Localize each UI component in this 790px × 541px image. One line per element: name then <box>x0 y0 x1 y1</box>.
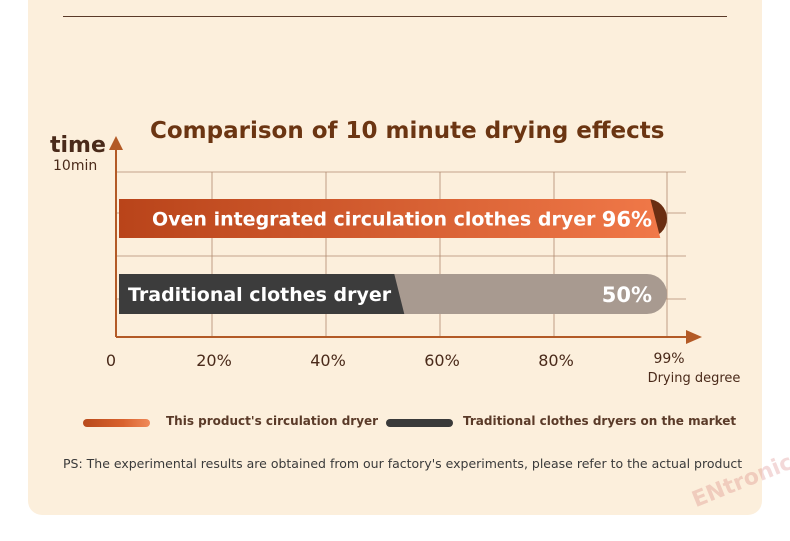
bar-0 <box>119 199 661 238</box>
bar-value-label-1: 50% <box>602 283 652 307</box>
y-axis-title: time <box>50 133 106 158</box>
bar-value-label-0: 96% <box>602 208 652 232</box>
y-axis-unit: 10min <box>53 158 98 174</box>
legend-swatch-traditional <box>386 419 453 427</box>
chart-title: Comparison of 10 minute drying effects <box>150 118 665 144</box>
x-tick-label-4: 80% <box>538 351 574 370</box>
bar-1 <box>119 274 405 314</box>
x-tick-label-1: 20% <box>196 351 232 370</box>
top-divider <box>63 16 727 17</box>
x-tick-label-5: 99% <box>653 351 684 367</box>
x-axis-arrow <box>686 330 702 344</box>
chart-card <box>28 0 762 515</box>
x-tick-label-0: 0 <box>106 351 116 370</box>
legend-label-traditional: Traditional clothes dryers on the market <box>463 414 737 428</box>
legend-swatch-product <box>83 419 150 427</box>
footnote: PS: The experimental results are obtaine… <box>63 456 743 471</box>
bar-label-1: Traditional clothes dryer <box>128 284 392 306</box>
y-axis-arrow <box>109 136 123 150</box>
x-axis-title: Drying degree <box>648 371 741 386</box>
legend-label-product: This product's circulation dryer <box>166 414 379 428</box>
x-tick-label-2: 40% <box>310 351 346 370</box>
x-tick-label-3: 60% <box>424 351 460 370</box>
bar-label-0: Oven integrated circulation clothes drye… <box>152 209 596 231</box>
